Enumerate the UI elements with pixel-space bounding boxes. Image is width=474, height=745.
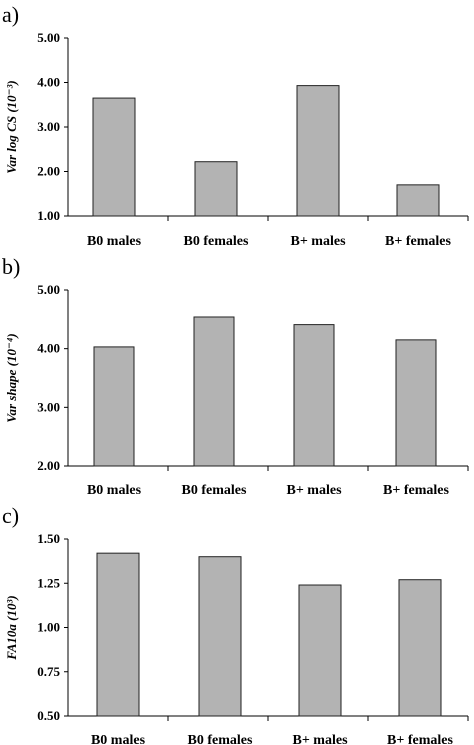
x-tick-label: B+ males bbox=[292, 733, 348, 745]
x-tick-label: B0 males bbox=[91, 733, 146, 745]
bar bbox=[96, 552, 140, 717]
bar bbox=[396, 184, 440, 217]
bar bbox=[293, 324, 335, 467]
y-tick-label: 0.50 bbox=[37, 708, 60, 723]
bar bbox=[298, 584, 342, 717]
x-tick-label: B+ males bbox=[286, 483, 342, 498]
y-tick-label: 4.00 bbox=[37, 75, 60, 90]
bar bbox=[194, 161, 238, 217]
x-tick-label: B+ females bbox=[385, 234, 451, 249]
x-tick-label: B+ males bbox=[290, 234, 346, 249]
panel-label: c) bbox=[2, 503, 19, 528]
y-tick-label: 3.00 bbox=[37, 119, 60, 134]
y-tick-label: 4.00 bbox=[37, 341, 60, 356]
panel-label: a) bbox=[2, 2, 19, 27]
y-axis-label: Var log CS (10⁻³) bbox=[4, 80, 19, 173]
x-tick-label: B0 females bbox=[188, 733, 253, 745]
bar bbox=[193, 316, 235, 467]
y-tick-label: 2.00 bbox=[37, 458, 60, 473]
panel-label: b) bbox=[2, 254, 20, 279]
bar bbox=[92, 97, 136, 217]
y-tick-label: 0.75 bbox=[37, 664, 60, 679]
y-tick-label: 2.00 bbox=[37, 164, 60, 179]
y-tick-label: 1.50 bbox=[37, 531, 60, 546]
y-tick-label: 1.00 bbox=[37, 208, 60, 223]
x-tick-label: B+ females bbox=[387, 733, 453, 745]
y-tick-label: 5.00 bbox=[37, 282, 60, 297]
bar bbox=[93, 346, 135, 467]
bar bbox=[395, 339, 437, 467]
x-tick-label: B0 females bbox=[184, 234, 249, 249]
y-axis-label: Var shape (10⁻⁴) bbox=[4, 333, 19, 422]
x-tick-label: B0 males bbox=[87, 234, 142, 249]
y-tick-label: 3.00 bbox=[37, 399, 60, 414]
y-tick-label: 1.25 bbox=[37, 575, 60, 590]
y-tick-label: 1.00 bbox=[37, 620, 60, 635]
bar bbox=[296, 85, 340, 217]
x-tick-label: B0 females bbox=[182, 483, 247, 498]
y-tick-label: 5.00 bbox=[37, 30, 60, 45]
bar bbox=[398, 579, 442, 717]
bar bbox=[198, 556, 242, 717]
y-axis-label: FA10a (10³) bbox=[4, 595, 19, 660]
x-tick-label: B+ females bbox=[383, 483, 449, 498]
x-tick-label: B0 males bbox=[87, 483, 142, 498]
